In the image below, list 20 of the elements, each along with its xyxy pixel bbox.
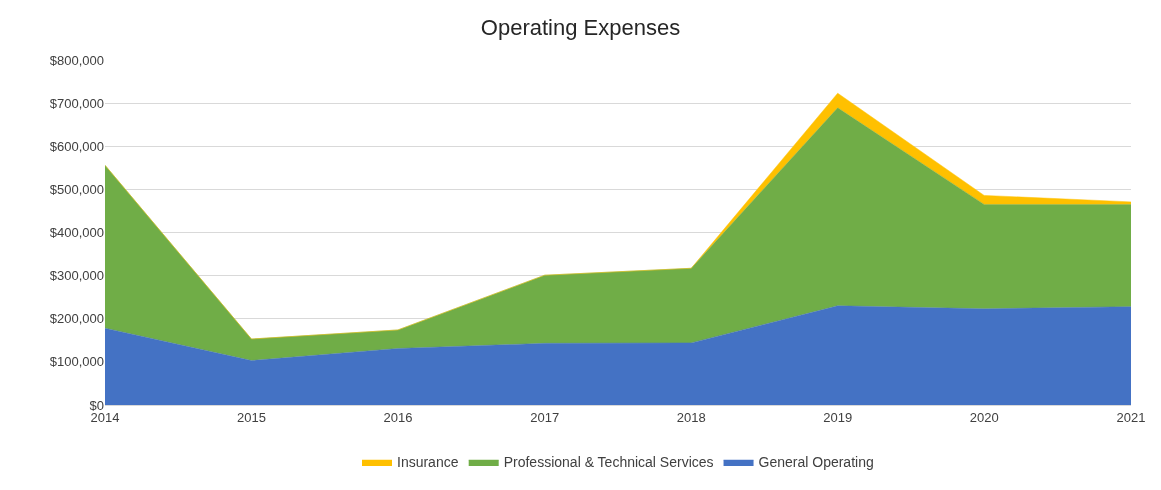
y-tick-label: $0	[89, 397, 104, 413]
y-tick-label: $400,000	[49, 225, 104, 241]
y-tick-label: $500,000	[49, 181, 104, 197]
y-tick-label: $600,000	[49, 138, 104, 154]
x-tick-label: 2020	[969, 409, 999, 425]
y-tick-label: $300,000	[49, 268, 104, 284]
x-tick-label: 2016	[383, 409, 413, 425]
legend-label: Professional & Technical Services	[503, 454, 714, 471]
y-tick-label: $800,000	[49, 52, 104, 68]
y-tick-label: $200,000	[49, 311, 104, 327]
y-tick-label: $700,000	[49, 95, 104, 111]
x-tick-label: 2015	[237, 409, 266, 425]
x-tick-label: 2017	[530, 409, 560, 425]
x-tick-label: 2021	[1116, 409, 1146, 425]
x-tick-label: 2018	[676, 409, 706, 425]
x-tick-label: 2019	[823, 409, 853, 425]
chart-title: Operating Expenses	[480, 15, 681, 40]
y-tick-label: $100,000	[49, 354, 104, 370]
legend-label: General Operating	[758, 454, 874, 471]
legend-label: Insurance	[397, 454, 459, 471]
